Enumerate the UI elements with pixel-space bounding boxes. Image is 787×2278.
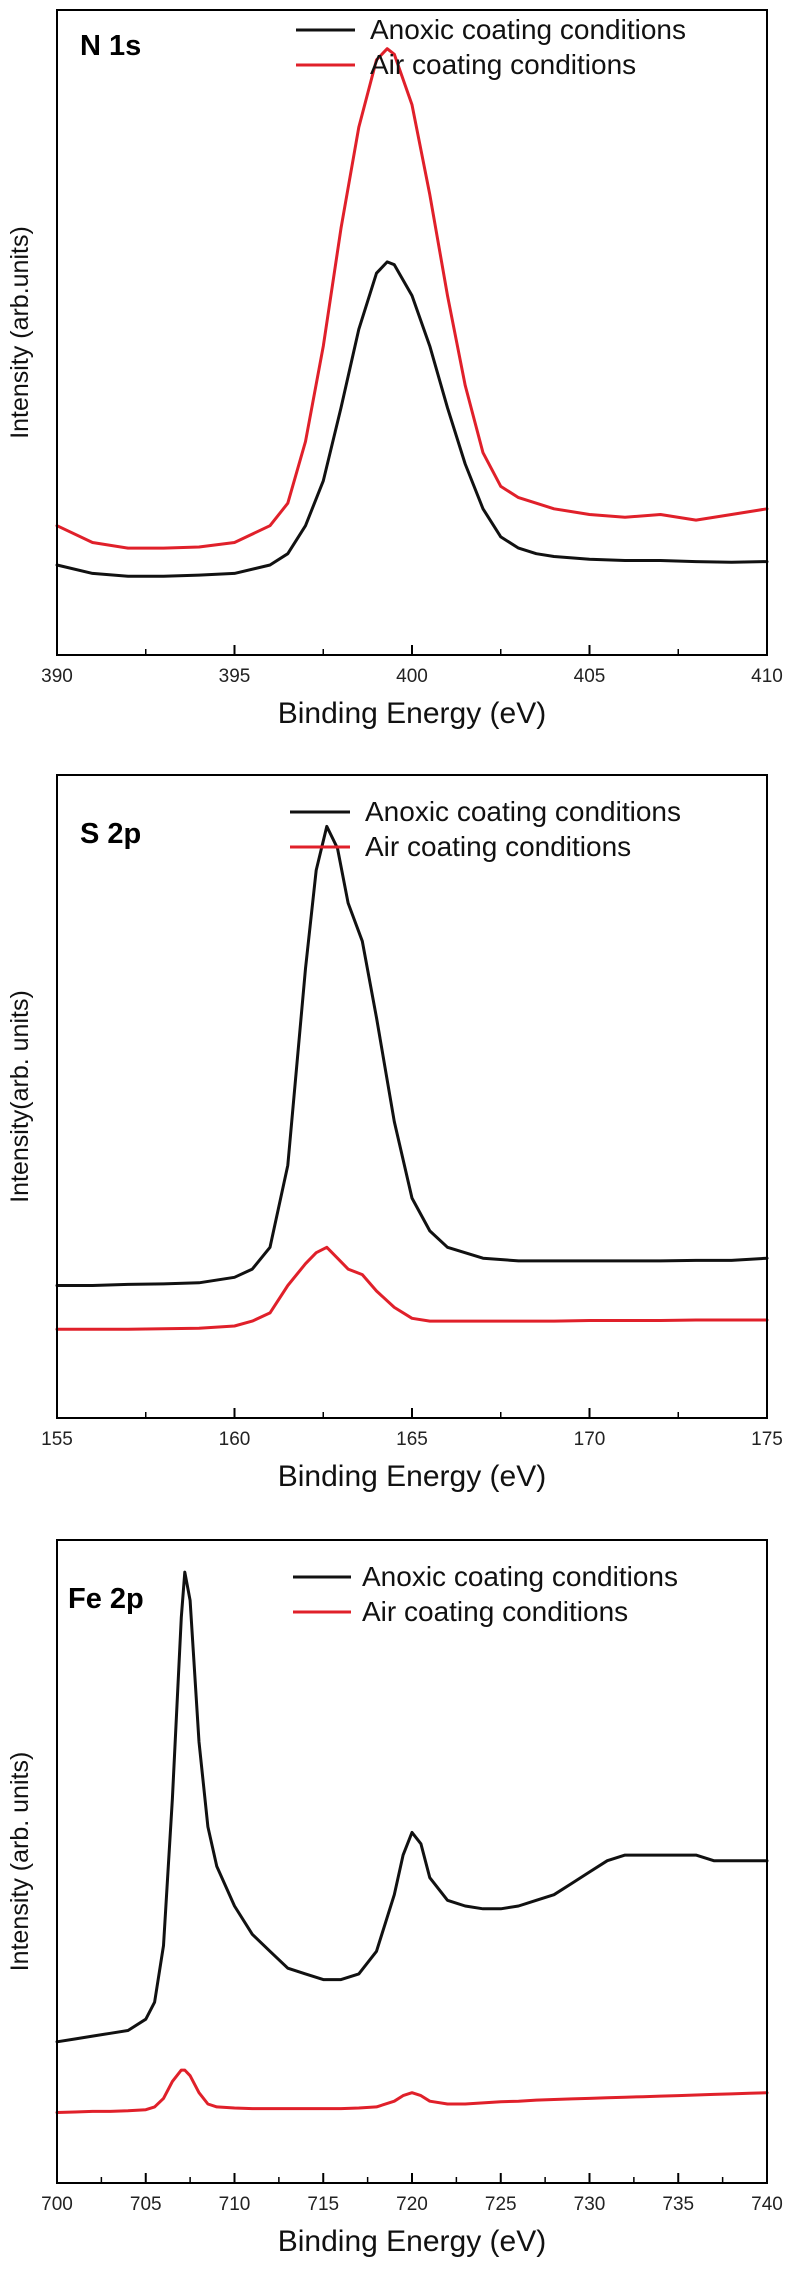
panel-title: S 2p (80, 818, 141, 850)
x-tick-label: 735 (662, 2194, 694, 2215)
x-axis-label: Binding Energy (eV) (278, 697, 546, 730)
legend-label-air: Air coating conditions (362, 1596, 628, 1627)
panel-s-2p: 155 160 165 170 175 Binding Energy (eV) Intens… (6, 774, 783, 1493)
x-tick-label: 170 (574, 1429, 606, 1450)
series-line-anoxic (55, 260, 769, 578)
x-tick-label: 405 (574, 666, 606, 687)
x-tick-label: 400 (396, 666, 428, 687)
legend: Anoxic coating conditions Air coating con… (290, 796, 681, 862)
x-tick-label: 160 (219, 1429, 251, 1450)
x-axis-label: Binding Energy (eV) (278, 1460, 546, 1493)
panel-n-1s: 390 395 400 405 410 Binding Energy (eV) Intens… (6, 9, 783, 730)
y-axis-label: Intensity(arb. units) (6, 990, 34, 1203)
y-axis-label: Intensity (arb. units) (6, 1752, 34, 1972)
x-tick-label: 705 (130, 2194, 162, 2215)
legend-label-anoxic: Anoxic coating conditions (370, 14, 686, 45)
legend-label-air: Air coating conditions (370, 49, 636, 80)
panel-title: N 1s (80, 30, 141, 62)
series-line-air (55, 2068, 769, 2114)
legend-label-anoxic: Anoxic coating conditions (365, 796, 681, 827)
x-tick-label: 155 (41, 1429, 73, 1450)
x-axis-label: Binding Energy (eV) (278, 2225, 546, 2258)
y-axis-label: Intensity (arb.units) (6, 226, 34, 439)
legend: Anoxic coating conditions Air coating con… (296, 14, 686, 80)
x-tick-label: 395 (219, 666, 251, 687)
x-tick-label: 715 (307, 2194, 339, 2215)
x-tick-label: 740 (751, 2194, 783, 2215)
legend-label-anoxic: Anoxic coating conditions (362, 1561, 678, 1592)
series-line-anoxic (55, 1570, 769, 2044)
x-tick-label: 175 (751, 1429, 783, 1450)
legend: Anoxic coating conditions Air coating con… (293, 1561, 678, 1627)
panel-fe-2p: 700 705 710 715 720 725 730 735 740 Binding Energ… (6, 1539, 783, 2258)
legend-label-air: Air coating conditions (365, 831, 631, 862)
series-line-anoxic (55, 824, 769, 1287)
x-tick-label: 730 (574, 2194, 606, 2215)
x-tick-label: 725 (485, 2194, 517, 2215)
panel-title: Fe 2p (68, 1583, 144, 1615)
x-tick-label: 720 (396, 2194, 428, 2215)
plot-frame (56, 1539, 768, 2184)
series-line-air (55, 47, 769, 550)
x-tick-label: 410 (751, 666, 783, 687)
x-tick-label: 390 (41, 666, 73, 687)
x-tick-label: 710 (219, 2194, 251, 2215)
x-tick-label: 700 (41, 2194, 73, 2215)
x-tick-label: 165 (396, 1429, 428, 1450)
series-line-air (55, 1245, 769, 1331)
